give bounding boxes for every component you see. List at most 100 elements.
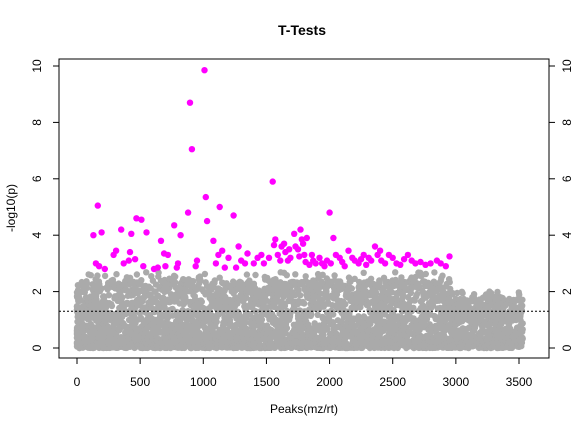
significant-point	[94, 202, 102, 209]
significant-point	[235, 243, 242, 250]
nonsignificant-point	[197, 277, 204, 284]
significant-point	[341, 263, 348, 270]
y-tick-label-right: 6	[560, 175, 574, 182]
nonsignificant-point	[518, 307, 526, 314]
nonsignificant-point	[439, 272, 446, 279]
nonsignificant-point	[429, 302, 437, 309]
y-axis-label: -log10(p)	[4, 184, 18, 232]
significant-point	[101, 265, 109, 273]
y-tick-label-right: 8	[560, 119, 574, 126]
x-tick-label: 2500	[379, 375, 406, 389]
nonsignificant-point	[108, 302, 116, 310]
nonsignificant-point	[113, 271, 120, 278]
nonsignificant-point	[155, 269, 162, 276]
nonsignificant-point	[98, 285, 105, 292]
significant-point	[280, 240, 288, 247]
significant-point	[308, 251, 316, 259]
y-tick-label-left: 2	[30, 288, 44, 295]
nonsignificant-point	[324, 326, 331, 333]
y-tick-label-left: 4	[30, 232, 44, 239]
nonsignificant-point	[410, 304, 417, 311]
significant-point	[98, 229, 105, 236]
x-tick-label: 1500	[253, 375, 280, 389]
significant-point	[389, 254, 396, 261]
significant-point	[230, 212, 237, 219]
y-tick-label-right: 4	[560, 232, 574, 239]
significant-points	[90, 67, 453, 273]
significant-point	[437, 260, 444, 267]
nonsignificant-point	[431, 269, 438, 276]
nonsignificant-point	[392, 269, 399, 276]
significant-point	[297, 226, 304, 233]
x-tick-label: 0	[74, 375, 81, 389]
y-axis-left: 0 2 4 6 8 10	[30, 59, 60, 351]
y-tick-label-left: 8	[30, 119, 44, 126]
y-tick-label-right: 0	[560, 344, 574, 351]
nonsignificant-point	[519, 326, 526, 333]
significant-point	[212, 260, 220, 267]
nonsignificant-point	[348, 285, 355, 292]
nonsignificant-point	[319, 271, 326, 278]
nonsignificant-point	[281, 302, 289, 310]
significant-point	[126, 248, 134, 256]
nonsignificant-point	[78, 278, 86, 286]
nonsignificant-point	[331, 272, 338, 279]
significant-point	[303, 234, 310, 242]
significant-point	[184, 209, 192, 216]
nonsignificant-point	[519, 335, 526, 342]
significant-point	[112, 247, 120, 254]
significant-point	[118, 226, 125, 233]
nonsignificant-point	[416, 283, 423, 290]
nonsignificant-point	[362, 287, 369, 295]
significant-point	[376, 247, 384, 254]
significant-point	[442, 263, 449, 270]
nonsignificant-point	[320, 331, 327, 339]
significant-point	[287, 254, 294, 261]
significant-point	[210, 237, 217, 244]
nonsignificant-point	[301, 300, 308, 307]
x-tick-label: 500	[130, 375, 150, 389]
nonsignificant-point	[297, 292, 304, 299]
significant-point	[274, 251, 281, 259]
nonsignificant-point	[252, 271, 259, 279]
significant-point	[301, 251, 308, 259]
significant-point	[397, 261, 404, 268]
nonsignificant-point	[243, 294, 250, 302]
significant-point	[219, 247, 226, 254]
significant-point	[244, 250, 251, 257]
nonsignificant-point	[119, 294, 126, 301]
significant-point	[90, 232, 97, 239]
significant-point	[417, 258, 424, 266]
significant-point	[232, 264, 240, 271]
nonsignificant-point	[171, 278, 179, 286]
nonsignificant-point	[399, 293, 407, 300]
significant-point	[368, 257, 375, 264]
nonsignificant-point	[177, 316, 184, 323]
significant-point	[360, 251, 367, 259]
significant-point	[188, 146, 196, 153]
nonsignificant-point	[302, 273, 309, 280]
significant-point	[143, 229, 150, 236]
significant-point	[192, 263, 199, 270]
significant-point	[202, 193, 209, 201]
significant-point	[446, 253, 453, 260]
significant-point	[241, 260, 249, 267]
nonsignificant-point	[283, 272, 290, 279]
significant-point	[225, 254, 232, 261]
nonsignificant-point	[355, 313, 362, 320]
significant-point	[260, 260, 268, 267]
significant-point	[306, 261, 313, 268]
nonsignificant-point	[87, 272, 95, 279]
nonsignificant-point	[94, 272, 101, 279]
y-tick-label-left: 10	[30, 59, 44, 73]
nonsignificant-point	[360, 269, 367, 276]
significant-point	[95, 263, 103, 270]
significant-point	[330, 234, 337, 242]
nonsignificant-point	[263, 304, 271, 311]
nonsignificant-point	[446, 279, 453, 286]
nonsignificant-point	[519, 320, 526, 327]
nonsignificant-point	[308, 311, 315, 318]
significant-point	[221, 264, 228, 271]
nonsignificant-point	[143, 269, 150, 276]
